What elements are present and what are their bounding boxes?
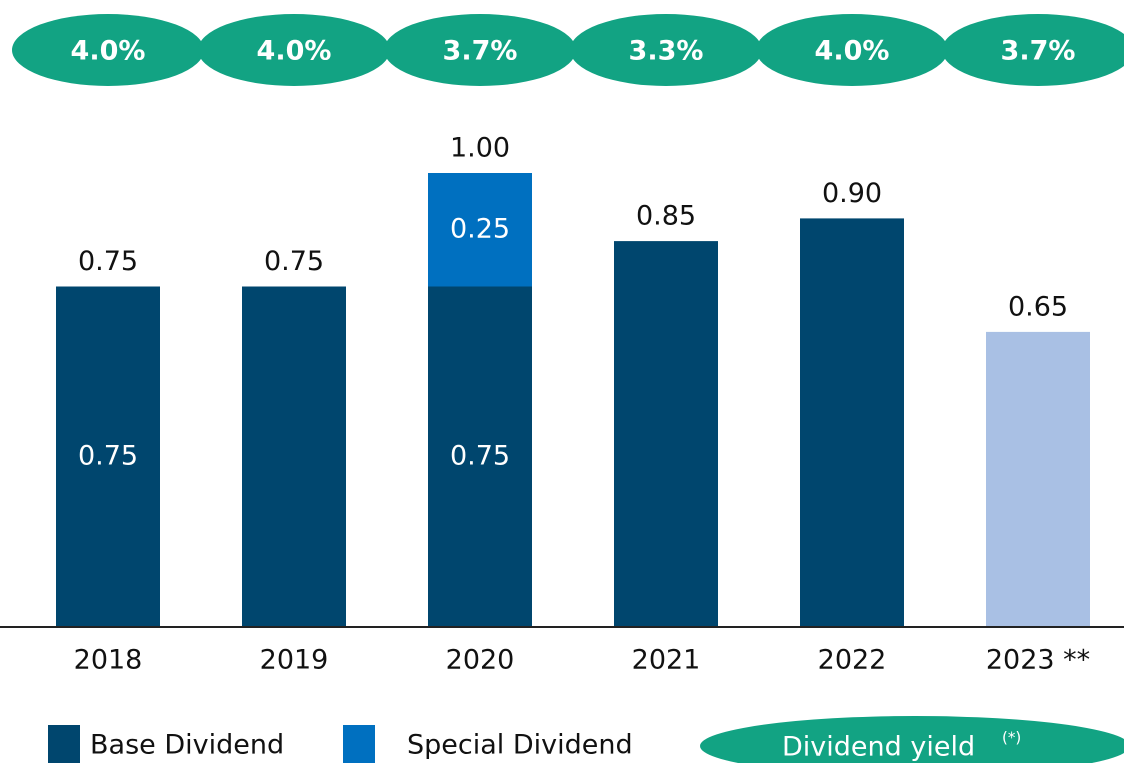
segment-label: 0.75 xyxy=(78,440,138,471)
total-label: 1.00 xyxy=(450,133,510,164)
legend-swatch xyxy=(48,725,80,763)
bar-segment xyxy=(986,331,1090,627)
segment-label: 0.75 xyxy=(450,440,510,471)
total-label: 0.90 xyxy=(822,178,882,209)
total-label: 0.75 xyxy=(78,246,138,277)
x-tick-label: 2021 xyxy=(632,645,701,676)
x-tick-label: 2019 xyxy=(260,645,329,676)
legend-swatch xyxy=(343,725,375,763)
total-label: 0.75 xyxy=(264,246,324,277)
legend-label: Special Dividend xyxy=(407,730,633,761)
x-tick-label: 2018 xyxy=(74,645,143,676)
legend-label: Base Dividend xyxy=(90,730,284,761)
x-tick-label: 2022 xyxy=(818,645,887,676)
legend-yield-badge xyxy=(700,716,1124,763)
bar-segment xyxy=(242,286,346,627)
total-label: 0.85 xyxy=(636,201,696,232)
yield-label: 4.0% xyxy=(257,36,332,67)
bar-segment xyxy=(800,218,904,627)
yield-badge xyxy=(12,14,204,86)
bar-segment xyxy=(428,286,532,627)
yield-label: 4.0% xyxy=(71,36,146,67)
yield-badge xyxy=(942,14,1124,86)
legend-note: (*) xyxy=(1002,729,1021,747)
bar-segment xyxy=(614,241,718,627)
yield-badge xyxy=(198,14,390,86)
yield-badge xyxy=(384,14,576,86)
yield-label: 3.7% xyxy=(1001,36,1076,67)
legend-label: Dividend yield xyxy=(782,732,975,763)
total-label: 0.65 xyxy=(1008,291,1068,322)
bar-segment xyxy=(428,173,532,287)
x-tick-label: 2023 ** xyxy=(986,645,1090,676)
yield-label: 3.7% xyxy=(443,36,518,67)
yield-badge xyxy=(570,14,762,86)
yield-label: 4.0% xyxy=(815,36,890,67)
yield-badge xyxy=(756,14,948,86)
yield-label: 3.3% xyxy=(629,36,704,67)
bar-segment xyxy=(56,286,160,627)
x-tick-label: 2020 xyxy=(446,645,515,676)
segment-label: 0.25 xyxy=(450,213,510,244)
